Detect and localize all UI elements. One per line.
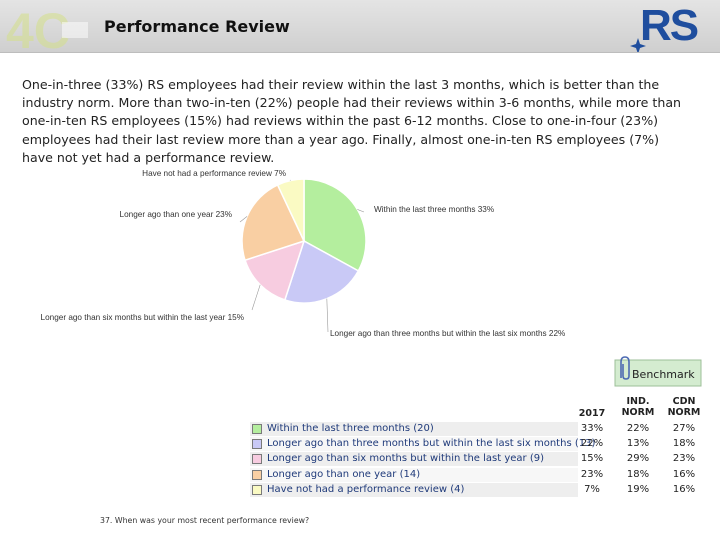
legend-swatch bbox=[252, 424, 262, 434]
table-cell-cdn-norm: 16% bbox=[672, 483, 696, 495]
col-header-2017: 2017 bbox=[578, 408, 606, 419]
table-cell-cdn-norm: 16% bbox=[672, 468, 696, 480]
benchmark-tag bbox=[614, 356, 702, 387]
legend-swatch bbox=[252, 484, 262, 495]
table-cell-ind-norm: 22% bbox=[626, 423, 650, 434]
pie-leader-line-3 bbox=[251, 284, 261, 311]
table-cell-cdn-norm: 27% bbox=[672, 423, 696, 434]
col-header-cdn-line2: NORM bbox=[667, 407, 701, 418]
star-icon bbox=[630, 38, 646, 52]
legend-label: Within the last three months (20) bbox=[267, 423, 434, 434]
table-cell-cdn-norm: 18% bbox=[672, 438, 696, 450]
table-cell-ind-norm: 19% bbox=[626, 483, 650, 495]
table-row: Longer ago than six months but within th… bbox=[250, 452, 710, 467]
table-cell-ind-norm: 29% bbox=[626, 453, 650, 465]
pie-leader-line-4 bbox=[239, 216, 248, 223]
legend-swatch bbox=[252, 454, 262, 465]
legend-label: Longer ago than three months but within … bbox=[267, 438, 596, 450]
rs-logo-text: RS bbox=[640, 1, 698, 50]
pie-label-1: Within the last three months 33% bbox=[374, 205, 494, 214]
table-cell-2017: 33% bbox=[580, 423, 604, 434]
legend-label: Have not had a performance review (4) bbox=[267, 483, 465, 495]
pie-slice-2 bbox=[283, 239, 360, 304]
rs-logo: RS bbox=[630, 1, 700, 52]
table-row: Longer ago than one year (14) 23% 18% 16% bbox=[250, 467, 710, 483]
row-label-cell: Longer ago than three months but within … bbox=[250, 437, 595, 452]
table-cell-2017: 22% bbox=[580, 438, 604, 450]
pie-leader-line-2 bbox=[326, 298, 329, 333]
table-cell-ind-norm: 18% bbox=[626, 468, 650, 480]
paperclip-icon bbox=[620, 356, 630, 380]
pie-leader-line-1 bbox=[357, 209, 365, 213]
col-header-cdn-line1: CDN bbox=[672, 396, 696, 407]
table-cell-2017: 15% bbox=[580, 453, 604, 465]
benchmark-label: Benchmark bbox=[632, 368, 695, 381]
row-label-cell: Have not had a performance review (4) bbox=[250, 482, 578, 497]
pie-label-4: Longer ago than one year 23% bbox=[120, 210, 232, 219]
table-row: Longer ago than three months but within … bbox=[250, 437, 710, 452]
page-title: Performance Review bbox=[104, 17, 290, 36]
intro-paragraph: One-in-three (33%) RS employees had thei… bbox=[22, 77, 682, 165]
header-bar: 4C Performance Review RS bbox=[0, 0, 720, 53]
table-cell-ind-norm: 13% bbox=[626, 438, 650, 450]
row-label-cell: Longer ago than six months but within th… bbox=[250, 452, 578, 467]
table-row: Have not had a performance review (4) 7% 1… bbox=[250, 482, 710, 498]
table-cell-2017: 7% bbox=[584, 483, 600, 495]
footnote: 37. When was your most recent performanc… bbox=[100, 516, 310, 525]
4c-logo-text: 4C bbox=[6, 4, 70, 52]
pie-label-3: Longer ago than six months but within th… bbox=[41, 313, 244, 322]
pie-label-2: Longer ago than three months but within … bbox=[330, 329, 565, 338]
4c-logo: 4C bbox=[6, 4, 88, 52]
legend-swatch bbox=[252, 469, 262, 480]
pie-label-5: Have not had a performance review 7% bbox=[142, 169, 286, 178]
legend-label: Longer ago than six months but within th… bbox=[267, 453, 545, 465]
row-label-cell: Within the last three months (20) bbox=[250, 422, 578, 436]
table-row: Within the last three months (20) 33% 22% 2… bbox=[250, 422, 710, 437]
legend-swatch bbox=[252, 439, 262, 450]
pie-slice-4 bbox=[241, 183, 306, 262]
col-header-ind-line2: NORM bbox=[621, 407, 655, 418]
row-label-cell: Longer ago than one year (14) bbox=[250, 467, 578, 482]
table-cell-cdn-norm: 23% bbox=[672, 453, 696, 465]
table-cell-2017: 23% bbox=[580, 468, 604, 480]
pie-chart: Within the last three months 33% Longer a… bbox=[41, 169, 566, 338]
col-header-cdn-norm: CDN NORM bbox=[662, 396, 706, 418]
results-table: 2017 IND. NORM CDN NORM Within the last … bbox=[250, 396, 710, 500]
col-header-ind-norm: IND. NORM bbox=[616, 396, 660, 418]
col-header-ind-line1: IND. bbox=[626, 396, 650, 407]
pie-slice-5 bbox=[276, 178, 305, 242]
legend-label: Longer ago than one year (14) bbox=[267, 468, 421, 480]
